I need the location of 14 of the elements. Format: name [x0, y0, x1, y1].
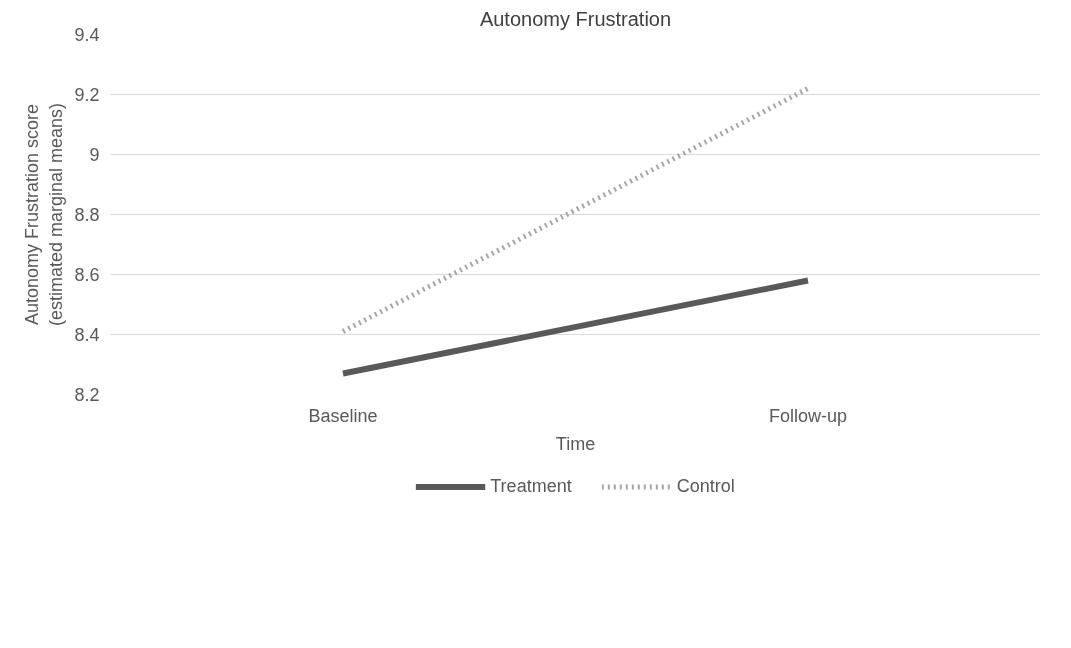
x-tick-label: Follow-up [768, 405, 848, 426]
y-tick-label: 8.8 [74, 205, 100, 225]
y-axis-title: Autonomy Frustration score (estimated marginal means) [22, 102, 67, 327]
x-tick-label: Baseline [308, 405, 378, 426]
legend-label: Treatment [490, 475, 572, 497]
chart-title: Autonomy Frustration [479, 7, 672, 30]
y-tick-label: 9.4 [74, 25, 100, 45]
x-axis-title: Time [555, 433, 596, 454]
y-tick-label: 9 [89, 145, 100, 165]
y-tick-label: 8.4 [74, 325, 100, 345]
y-tick-label: 9.2 [74, 85, 100, 105]
y-tick-label: 8.2 [74, 385, 100, 405]
legend-label: Control [676, 475, 735, 497]
y-tick-label: 8.6 [74, 265, 100, 285]
